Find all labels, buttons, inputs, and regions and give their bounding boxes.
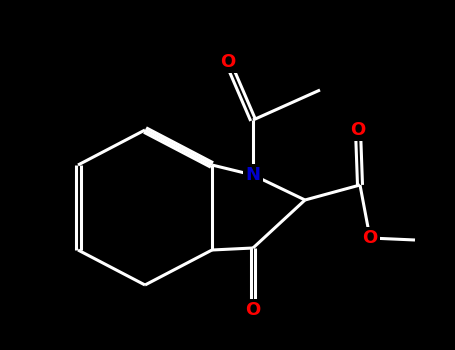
Text: O: O (362, 229, 378, 247)
Text: O: O (220, 53, 236, 71)
Text: O: O (245, 301, 261, 319)
Text: N: N (246, 166, 261, 184)
Text: O: O (350, 121, 366, 139)
